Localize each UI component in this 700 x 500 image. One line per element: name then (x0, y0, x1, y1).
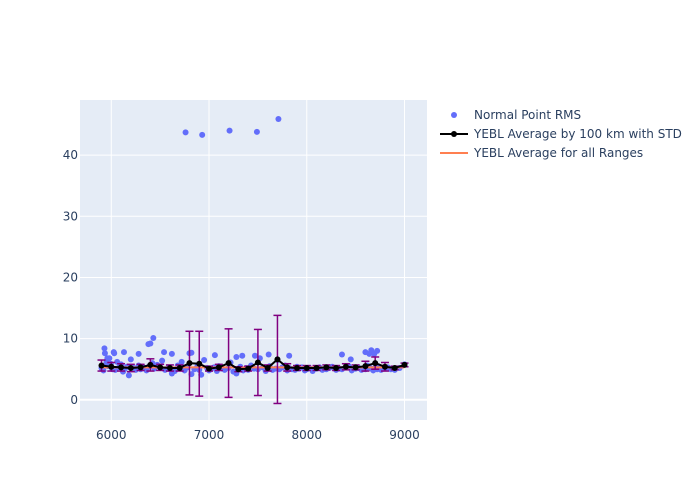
average-point (147, 361, 154, 368)
average-point (235, 366, 242, 373)
legend-label: YEBL Average for all Ranges (473, 146, 643, 160)
average-point (274, 356, 281, 363)
average-by-100km-series (98, 356, 408, 373)
average-point (401, 361, 408, 368)
rms-point (182, 129, 189, 136)
legend: Normal Point RMS YEBL Average by 100 km w… (440, 108, 682, 160)
rms-point (159, 357, 166, 364)
rms-point (161, 349, 168, 356)
rms-point (211, 352, 218, 359)
legend-label: Normal Point RMS (474, 108, 581, 122)
x-tick-label: 7000 (194, 428, 225, 442)
y-tick-label: 20 (63, 270, 78, 284)
rms-point (125, 372, 132, 379)
average-point (225, 360, 232, 367)
rms-point (101, 345, 108, 352)
rms-point (201, 357, 208, 364)
average-point (362, 363, 369, 370)
average-point (333, 364, 340, 371)
rms-point (286, 352, 293, 359)
average-point (137, 364, 144, 371)
rms-point (120, 349, 127, 356)
rms-point (145, 341, 152, 348)
y-tick-label: 10 (63, 332, 78, 346)
rms-point (171, 368, 178, 375)
average-point (108, 363, 115, 370)
legend-marker-icon (451, 131, 457, 137)
legend-item[interactable]: Normal Point RMS (451, 108, 581, 122)
average-point (176, 364, 183, 371)
average-point (118, 364, 125, 371)
average-point (157, 364, 164, 371)
x-tick-label: 6000 (96, 428, 127, 442)
y-tick-label: 30 (63, 209, 78, 223)
average-point (284, 364, 291, 371)
rms-point (347, 356, 354, 363)
y-gridlines (80, 154, 427, 401)
rms-point (104, 355, 111, 362)
rms-point (233, 353, 240, 360)
legend-item[interactable]: YEBL Average by 100 km with STD (440, 127, 682, 141)
average-point (98, 362, 105, 369)
legend-label: YEBL Average by 100 km with STD (473, 127, 682, 141)
y-tick-label: 40 (63, 148, 78, 162)
rms-point (127, 356, 134, 363)
rms-point (251, 352, 258, 359)
average-point (313, 364, 320, 371)
rms-point (253, 128, 260, 135)
average-point (196, 360, 203, 367)
average-point (264, 364, 271, 371)
rms-point (374, 347, 381, 354)
average-point (186, 360, 193, 367)
rms-point (178, 358, 185, 365)
x-tick-label: 8000 (291, 428, 322, 442)
legend-marker-icon (451, 112, 457, 118)
rms-point (168, 350, 175, 357)
rms-point (135, 350, 142, 357)
average-point (323, 364, 330, 371)
average-point (352, 364, 359, 371)
average-point (206, 365, 213, 372)
average-point (166, 364, 173, 371)
rms-point (101, 350, 108, 357)
rms-point (265, 351, 272, 358)
average-point (127, 364, 134, 371)
rms-point (150, 335, 157, 342)
rms-point (111, 350, 118, 357)
y-tick-label: 0 (70, 393, 78, 407)
average-point (254, 359, 261, 366)
average-point (303, 364, 310, 371)
average-point (245, 365, 252, 372)
rms-point (226, 127, 233, 134)
average-point (372, 360, 379, 367)
y-axis-ticks: 0 10 20 30 40 (63, 148, 78, 407)
average-point (215, 364, 222, 371)
legend-item[interactable]: YEBL Average for all Ranges (440, 146, 643, 160)
average-point (342, 363, 349, 370)
x-tick-label: 9000 (389, 428, 420, 442)
x-axis-ticks: 6000 7000 8000 9000 (96, 428, 420, 442)
average-point (293, 364, 300, 371)
rms-point (338, 351, 345, 358)
rms-point (199, 131, 206, 138)
rms-point (239, 352, 246, 359)
average-point (381, 363, 388, 370)
rms-point (275, 115, 282, 122)
average-point (391, 364, 398, 371)
